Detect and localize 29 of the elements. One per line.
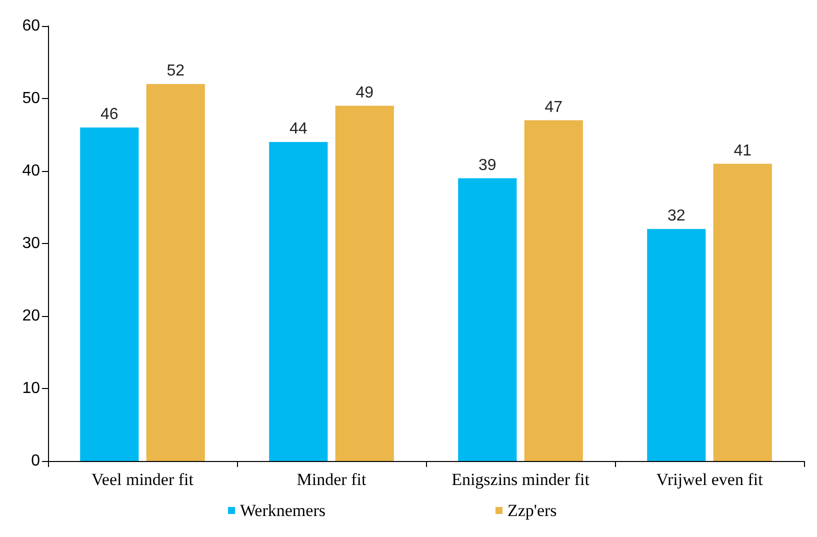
x-tick-label: Vrijwel even fit (656, 470, 764, 489)
legend-label: Zzp'ers (507, 501, 557, 520)
data-label: 47 (544, 98, 563, 116)
x-tick-label: Enigszins minder fit (452, 470, 590, 489)
y-tick-label: 60 (22, 18, 40, 34)
y-tick-label: 20 (22, 308, 40, 324)
x-tick-label: Veel minder fit (92, 470, 194, 489)
data-label: 49 (356, 84, 374, 102)
y-tick-label: 10 (22, 380, 40, 397)
data-label: 41 (734, 142, 752, 160)
data-label: 39 (478, 156, 496, 174)
bar (335, 106, 394, 461)
y-tick-label: 0 (31, 452, 40, 470)
bar (713, 164, 772, 461)
data-label: 52 (166, 62, 185, 80)
bar (524, 120, 583, 461)
y-tick-label: 50 (22, 90, 40, 107)
bar (80, 128, 139, 461)
bar (458, 178, 517, 461)
y-tick-label: 30 (22, 235, 40, 252)
legend-label: Werknemers (240, 501, 326, 520)
data-label: 46 (100, 106, 118, 123)
y-tick-label: 40 (22, 162, 40, 180)
bar (269, 142, 328, 461)
bar (647, 229, 706, 461)
x-tick-label: Minder fit (296, 470, 366, 489)
bar (146, 84, 205, 461)
data-label: 32 (668, 208, 686, 224)
data-label: 44 (290, 120, 308, 138)
